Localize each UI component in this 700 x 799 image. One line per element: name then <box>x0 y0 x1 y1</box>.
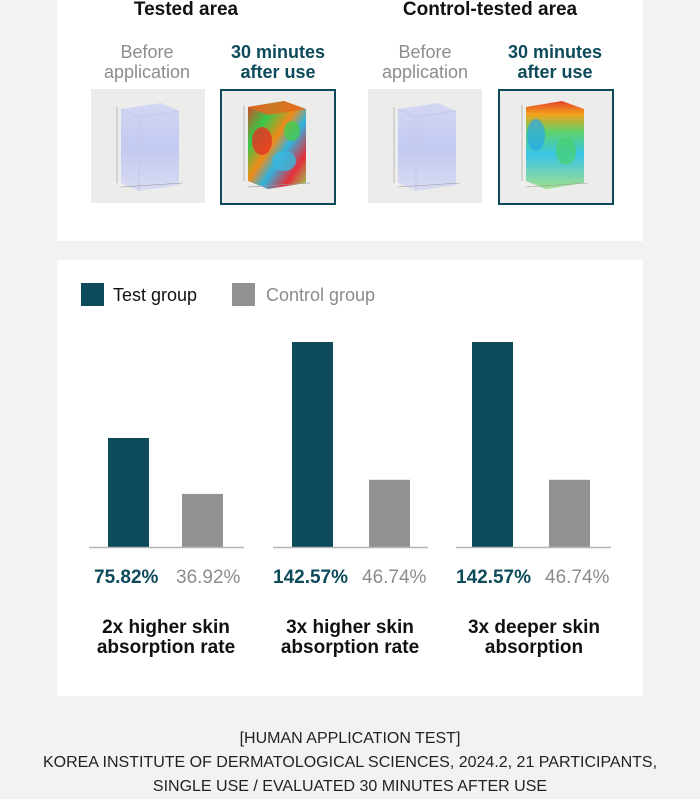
control-area-title: Control-tested area <box>402 0 578 20</box>
test-group-legend-label: Test group <box>113 285 198 305</box>
category-description-1: 2x higher skin absorption rate <box>96 617 236 658</box>
tested-area-title: Tested area <box>133 0 239 20</box>
footnote-method: SINGLE USE / EVALUATED 30 MINUTES AFTER … <box>152 778 548 795</box>
test-group-legend-swatch <box>81 283 104 306</box>
tested-before-caption: Before application <box>103 42 191 82</box>
control-after-scan-image <box>498 89 614 205</box>
control-before-scan-image <box>368 89 482 203</box>
test-value-label-3: 142.57% <box>456 567 532 588</box>
footnote-institute: KOREA INSTITUTE OF DERMATOLOGICAL SCIENC… <box>42 754 658 771</box>
control-group-legend-swatch <box>232 283 255 306</box>
category-description-2: 3x higher skin absorption rate <box>280 617 420 658</box>
category-description-3: 3x deeper skin absorption <box>467 617 601 658</box>
test-value-label-1: 75.82% <box>94 567 159 588</box>
absorption-chart-card <box>57 260 643 696</box>
control-after-caption: 30 minutes after use <box>507 42 603 82</box>
footnote-test-type: [HUMAN APPLICATION TEST] <box>239 730 461 747</box>
tested-before-scan-image <box>91 89 205 203</box>
control-value-label-2: 46.74% <box>362 567 427 588</box>
control-value-label-1: 36.92% <box>176 567 241 588</box>
control-before-caption: Before application <box>381 42 469 82</box>
test-value-label-2: 142.57% <box>273 567 349 588</box>
control-group-legend-label: Control group <box>266 285 376 305</box>
control-value-label-3: 46.74% <box>545 567 610 588</box>
tested-after-caption: 30 minutes after use <box>230 42 326 82</box>
image-comparison-card: Tested area Control-tested area Before a… <box>57 0 643 241</box>
tested-after-scan-image <box>220 89 336 205</box>
